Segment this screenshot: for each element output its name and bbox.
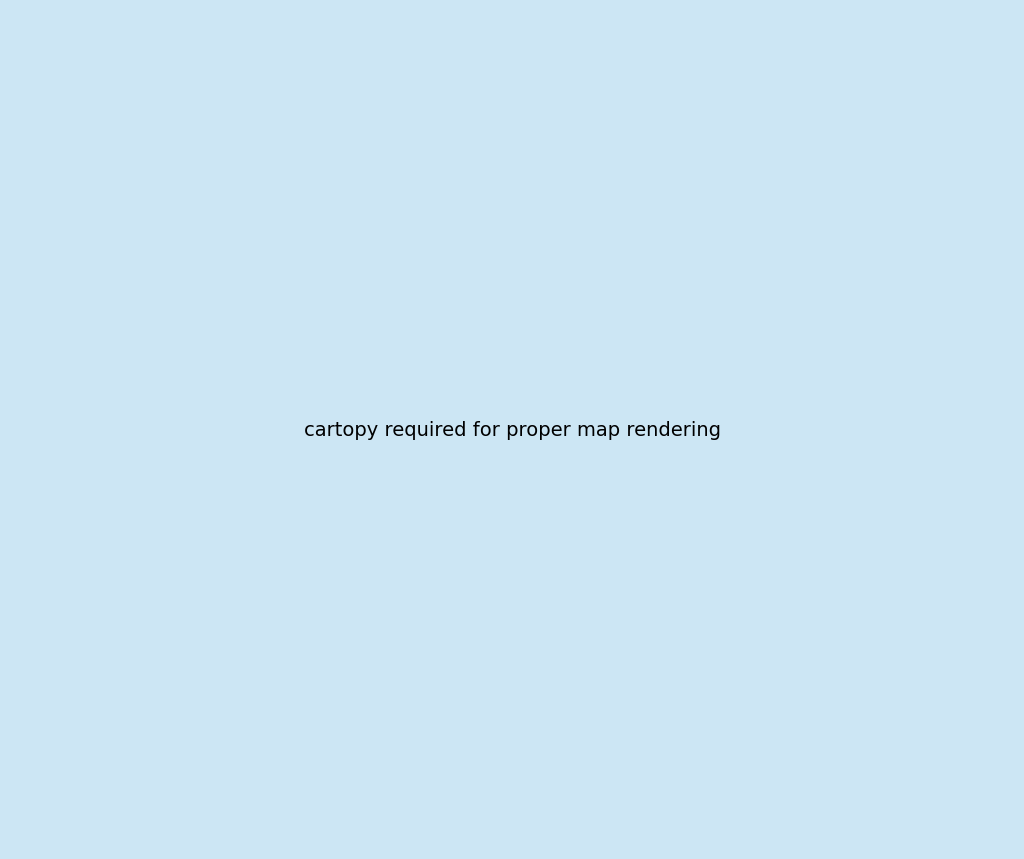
Text: cartopy required for proper map rendering: cartopy required for proper map renderin…	[303, 421, 721, 440]
